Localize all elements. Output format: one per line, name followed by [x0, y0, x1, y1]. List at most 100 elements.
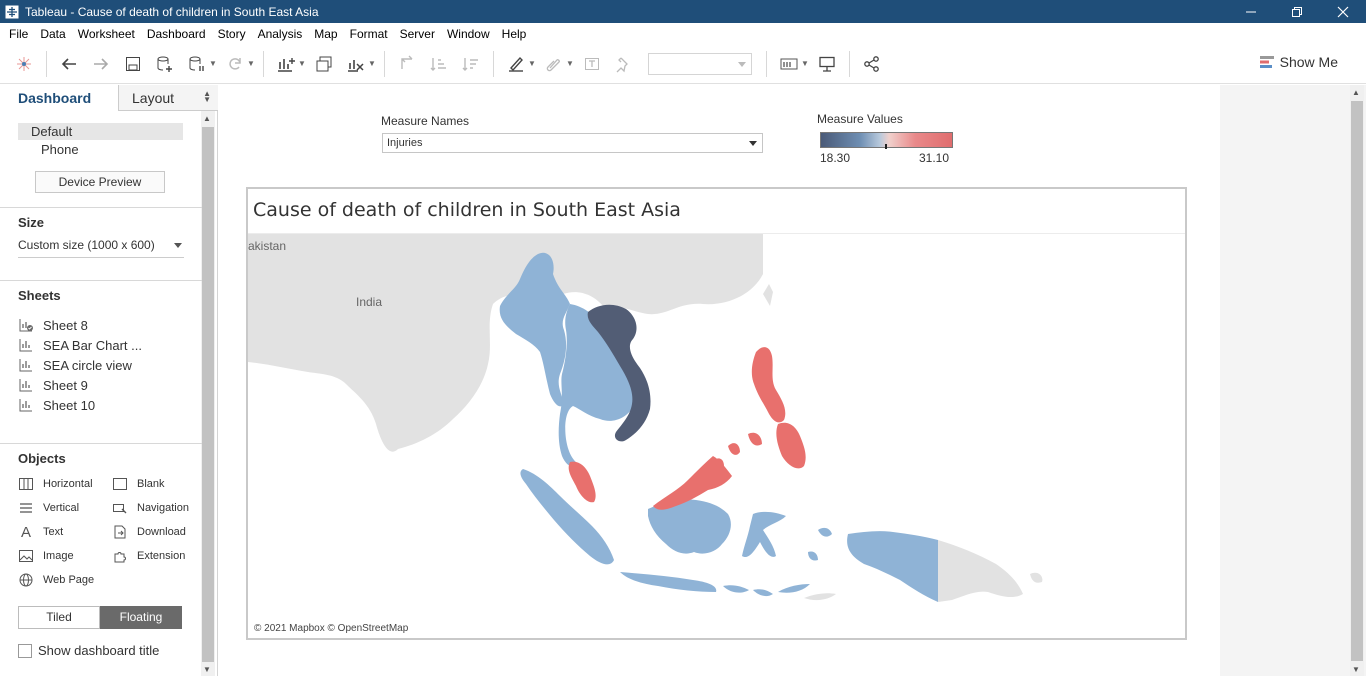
scroll-down-icon[interactable]: ▼	[1352, 665, 1360, 674]
myanmar-region[interactable]	[499, 252, 570, 407]
object-horizontal[interactable]: Horizontal	[18, 475, 93, 493]
object-vertical[interactable]: Vertical	[18, 499, 79, 517]
scroll-up-icon[interactable]: ▲	[1352, 88, 1360, 97]
device-preview-button[interactable]: Device Preview	[35, 171, 165, 193]
philippines-region[interactable]	[714, 347, 806, 469]
new-worksheet-icon[interactable]	[274, 52, 298, 76]
sulawesi-region[interactable]	[742, 511, 786, 558]
color-legend-title: Measure Values	[817, 112, 903, 126]
menu-format[interactable]: Format	[349, 26, 388, 41]
share-icon[interactable]	[860, 52, 884, 76]
navigation-icon	[112, 501, 128, 515]
menu-help[interactable]: Help	[501, 26, 527, 41]
show-dashboard-title-label: Show dashboard title	[38, 643, 160, 658]
size-dropdown[interactable]: Custom size (1000 x 600)	[18, 238, 184, 258]
canvas-scrollbar[interactable]: ▲ ▼	[1350, 85, 1364, 676]
checkbox[interactable]	[18, 643, 32, 658]
worksheet-icon	[18, 398, 34, 412]
measure-names-filter-dropdown[interactable]: Injuries	[382, 133, 763, 153]
undo-icon[interactable]	[57, 52, 81, 76]
map-worksheet[interactable]: Cause of death of children in South East…	[246, 187, 1187, 640]
object-image[interactable]: Image	[18, 547, 74, 565]
object-extension[interactable]: Extension	[112, 547, 185, 565]
show-mark-labels-icon[interactable]	[580, 52, 604, 76]
menu-dashboard[interactable]: Dashboard	[146, 26, 206, 41]
floating-button[interactable]: Floating	[100, 606, 182, 629]
object-label: Navigation	[137, 502, 189, 514]
duplicate-sheet-icon[interactable]	[312, 52, 336, 76]
object-web-page[interactable]: Web Page	[18, 571, 94, 589]
highlight-icon[interactable]	[504, 52, 528, 76]
refresh-icon[interactable]	[223, 52, 247, 76]
object-text[interactable]: A Text	[18, 523, 63, 541]
menu-server[interactable]: Server	[399, 26, 435, 41]
group-members-icon[interactable]	[542, 52, 566, 76]
sheet-item[interactable]: Sheet 9	[18, 376, 88, 394]
device-default[interactable]: Default	[18, 123, 183, 140]
blank-object-icon	[112, 477, 128, 491]
swap-rows-columns-icon[interactable]	[395, 52, 419, 76]
worksheet-icon	[18, 378, 34, 392]
java-region[interactable]	[620, 572, 810, 597]
menu-file[interactable]: File	[9, 26, 29, 41]
sort-descending-icon[interactable]	[459, 52, 483, 76]
side-pane-scrollbar[interactable]: ▲ ▼	[201, 111, 215, 676]
menu-data[interactable]: Data	[40, 26, 66, 41]
new-data-source-icon[interactable]	[153, 52, 177, 76]
sheet-item[interactable]: Sheet 8	[18, 316, 88, 334]
redo-icon[interactable]	[89, 52, 113, 76]
menu-analysis[interactable]: Analysis	[257, 26, 303, 41]
object-blank[interactable]: Blank	[112, 475, 165, 493]
tab-scroll-icon[interactable]: ▲ ▼	[203, 89, 211, 104]
window-title: Tableau - Cause of death of children in …	[25, 4, 319, 19]
legend-max-value: 31.10	[919, 151, 950, 165]
side-pane-tabs: Dashboard Layout ▲ ▼	[0, 85, 218, 111]
peninsular-malaysia-region[interactable]	[568, 461, 596, 503]
thailand-laos-cambodia-region[interactable]	[558, 304, 636, 467]
fit-select[interactable]	[648, 52, 752, 75]
presentation-mode-icon[interactable]	[815, 52, 839, 76]
menu-worksheet[interactable]: Worksheet	[77, 26, 135, 41]
sheet-item-label: SEA circle view	[43, 357, 132, 373]
scrollbar-thumb[interactable]	[1351, 101, 1363, 661]
menu-story[interactable]: Story	[217, 26, 246, 41]
sheet-item[interactable]: Sheet 10	[18, 396, 95, 414]
tab-layout[interactable]: Layout ▲ ▼	[119, 85, 218, 111]
show-dashboard-title-toggle[interactable]: Show dashboard title	[18, 643, 159, 658]
size-section-title: Size	[18, 215, 45, 230]
map-svg[interactable]: India akistan	[248, 234, 1185, 638]
tiled-button[interactable]: Tiled	[18, 606, 100, 629]
sheet-item[interactable]: SEA Bar Chart ...	[18, 336, 142, 354]
scrollbar-thumb[interactable]	[202, 127, 214, 662]
object-navigation[interactable]: Navigation	[112, 499, 189, 517]
vietnam-region[interactable]	[587, 304, 651, 442]
pause-updates-icon[interactable]	[185, 52, 209, 76]
device-phone[interactable]: Phone	[41, 142, 79, 157]
tableau-logo-icon[interactable]	[12, 52, 36, 76]
show-me-button[interactable]: Show Me	[1259, 54, 1338, 70]
kalimantan-region[interactable]	[648, 499, 731, 554]
restore-button[interactable]	[1274, 0, 1320, 23]
minimize-button[interactable]	[1228, 0, 1274, 23]
sheet-item[interactable]: SEA circle view	[18, 356, 132, 374]
download-icon	[112, 525, 128, 539]
save-icon[interactable]	[121, 52, 145, 76]
show-hide-cards-icon[interactable]	[777, 52, 801, 76]
close-window-button[interactable]	[1320, 0, 1366, 23]
object-label: Web Page	[43, 574, 95, 586]
sumatra-region[interactable]	[520, 469, 614, 565]
menu-window[interactable]: Window	[446, 26, 490, 41]
sheets-section-title: Sheets	[18, 288, 61, 303]
sort-ascending-icon[interactable]	[427, 52, 451, 76]
map-view[interactable]: India akistan © 2021 Mapbox © OpenStreet…	[248, 233, 1185, 638]
image-icon	[18, 549, 34, 563]
object-download[interactable]: Download	[112, 523, 186, 541]
menu-map[interactable]: Map	[314, 26, 338, 41]
malaysian-borneo-region[interactable]	[653, 456, 732, 510]
tab-dashboard[interactable]: Dashboard	[0, 85, 119, 111]
fix-axes-icon[interactable]	[612, 52, 636, 76]
papua-region[interactable]	[808, 527, 938, 602]
scroll-down-icon[interactable]: ▼	[203, 665, 211, 674]
clear-sheet-icon[interactable]	[344, 52, 368, 76]
scroll-up-icon[interactable]: ▲	[203, 114, 211, 123]
